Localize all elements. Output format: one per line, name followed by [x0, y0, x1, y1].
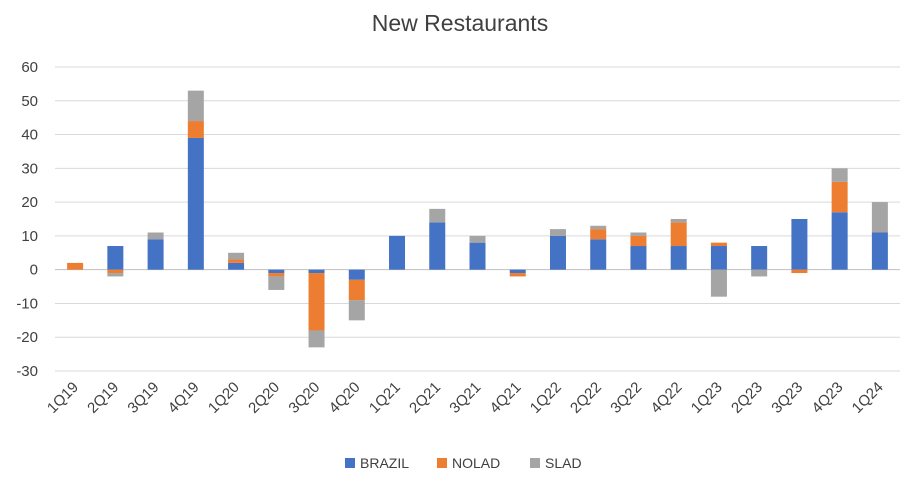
bar-nolad-2q22	[590, 229, 607, 240]
bar-brazil-4q22	[670, 246, 687, 270]
y-tick-label: 60	[21, 59, 38, 76]
bars	[67, 90, 888, 348]
x-tick-label: 3Q22	[607, 379, 645, 417]
x-tick-label: 1Q24	[849, 379, 887, 417]
bar-slad-1q22	[549, 229, 566, 236]
y-tick-label: 50	[21, 93, 38, 110]
bar-brazil-3q23	[791, 219, 808, 270]
x-tick-label: 2Q21	[406, 379, 444, 417]
legend-swatch	[345, 458, 355, 468]
bar-slad-3q21	[469, 235, 486, 243]
chart-title: New Restaurants	[372, 10, 548, 36]
bar-slad-1q20	[228, 252, 245, 260]
y-tick-label: 40	[21, 127, 38, 144]
bar-brazil-3q19	[147, 239, 164, 270]
x-tick-label: 2Q22	[567, 379, 605, 417]
x-axis-tick-labels: 1Q19 2Q19 3Q19 4Q19 1Q20 2Q20 3Q20 4Q20 1Q21 2Q21…	[44, 379, 887, 417]
x-tick-label: 1Q23	[688, 379, 726, 417]
y-tick-label: 10	[21, 228, 38, 245]
bar-slad-1q24	[871, 202, 888, 233]
legend-label: BRAZIL	[360, 455, 409, 471]
bar-slad-2q23	[751, 269, 768, 277]
legend: BRAZIL NOLAD SLAD	[345, 455, 582, 471]
bar-nolad-1q20	[228, 259, 245, 263]
bar-slad-3q19	[147, 232, 164, 240]
legend-item-brazil: BRAZIL	[345, 455, 409, 471]
x-tick-label: 3Q23	[768, 379, 806, 417]
bar-brazil-2q20	[268, 269, 285, 274]
bar-slad-4q19	[187, 90, 204, 122]
x-tick-label: 2Q20	[245, 379, 283, 417]
bar-brazil-1q24	[871, 232, 888, 270]
x-tick-label: 4Q21	[487, 379, 525, 417]
y-tick-label: 20	[21, 194, 38, 211]
x-tick-label: 4Q23	[808, 379, 846, 417]
bar-brazil-4q20	[348, 269, 365, 280]
bar-nolad-4q21	[509, 273, 526, 277]
bar-brazil-4q19	[187, 137, 204, 270]
x-tick-label: 1Q20	[205, 379, 243, 417]
x-tick-label: 4Q19	[165, 379, 203, 417]
bar-slad-4q23	[831, 168, 848, 182]
x-tick-label: 1Q21	[366, 379, 404, 417]
y-tick-label: 30	[21, 160, 38, 177]
bar-nolad-4q22	[670, 222, 687, 247]
bar-slad-2q21	[429, 208, 446, 223]
legend-label: NOLAD	[452, 455, 500, 471]
bar-brazil-2q21	[429, 222, 446, 270]
bar-brazil-1q21	[389, 235, 406, 270]
bar-brazil-2q22	[590, 239, 607, 270]
bar-brazil-4q21	[509, 269, 526, 274]
bar-brazil-2q23	[751, 246, 768, 270]
bar-slad-2q19	[107, 273, 124, 277]
bar-nolad-3q22	[630, 235, 647, 247]
x-tick-label: 3Q20	[285, 379, 323, 417]
x-tick-label: 2Q19	[84, 379, 122, 417]
x-tick-label: 2Q23	[728, 379, 766, 417]
bar-nolad-1q19	[67, 262, 84, 270]
y-tick-label: -30	[16, 363, 38, 380]
bar-nolad-2q20	[268, 273, 285, 277]
bar-brazil-1q22	[549, 235, 566, 270]
bar-brazil-4q23	[831, 212, 848, 270]
x-tick-label: 1Q19	[44, 379, 82, 417]
x-tick-label: 4Q20	[326, 379, 364, 417]
bar-slad-3q22	[630, 232, 647, 236]
y-tick-label: -10	[16, 295, 38, 312]
bar-nolad-3q23	[791, 269, 808, 274]
bar-nolad-4q23	[831, 181, 848, 213]
x-tick-label: 3Q21	[446, 379, 484, 417]
legend-swatch	[437, 458, 447, 468]
bar-nolad-3q20	[308, 273, 325, 331]
bar-brazil-3q20	[308, 269, 325, 274]
bar-nolad-1q23	[710, 242, 727, 247]
y-axis-tick-labels: 60 50 40 30 20 10 0 -10 -20 -30	[16, 59, 38, 380]
x-tick-label: 3Q19	[124, 379, 162, 417]
legend-label: SLAD	[545, 455, 582, 471]
bar-brazil-3q22	[630, 246, 647, 270]
x-tick-label: 1Q22	[527, 379, 565, 417]
y-tick-label: -20	[16, 329, 38, 346]
bar-brazil-1q23	[710, 246, 727, 270]
legend-item-nolad: NOLAD	[437, 455, 500, 471]
bar-slad-4q20	[348, 300, 365, 321]
y-tick-label: 0	[30, 262, 38, 279]
bar-slad-2q22	[590, 225, 607, 230]
legend-item-slad: SLAD	[530, 455, 582, 471]
x-tick-label: 4Q22	[648, 379, 686, 417]
bar-nolad-4q19	[187, 121, 204, 138]
legend-swatch	[530, 458, 540, 468]
bar-slad-3q20	[308, 330, 325, 348]
gridlines	[55, 66, 900, 372]
bar-slad-2q20	[268, 276, 285, 290]
bar-brazil-3q21	[469, 242, 486, 270]
bar-slad-1q23	[710, 269, 727, 297]
bar-brazil-1q20	[228, 262, 245, 270]
bar-nolad-4q20	[348, 279, 365, 301]
bar-nolad-2q19	[107, 269, 124, 274]
bar-brazil-2q19	[107, 246, 124, 270]
bar-slad-4q22	[670, 219, 687, 223]
